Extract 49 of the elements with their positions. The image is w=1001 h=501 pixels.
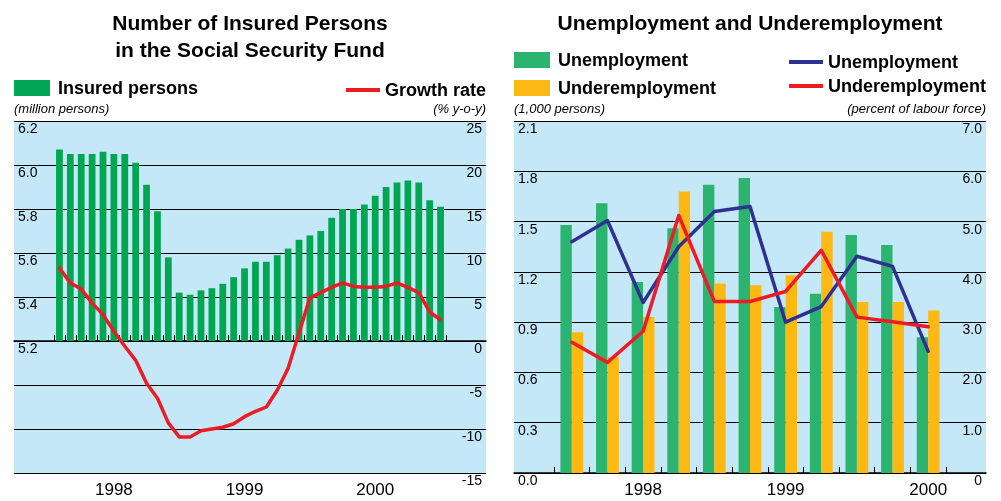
y2-tick-label: 15 [466, 208, 483, 224]
y-tick-label: 0.0 [518, 472, 538, 488]
y2-tick-label: 3.0 [962, 321, 983, 338]
x-tick-label: 1999 [225, 480, 264, 499]
y2-tick-label: 10 [466, 252, 483, 268]
y2-tick-label: 0 [974, 472, 983, 488]
y-tick-label: 6.2 [18, 120, 38, 136]
y-tick-label: 6.0 [18, 164, 38, 180]
y-tick-label: 5.6 [18, 252, 38, 268]
y2-tick-label: -15 [461, 472, 483, 488]
legend-label: Underemployment [558, 78, 717, 98]
y-tick-label: 2.1 [518, 120, 538, 136]
chart-title: Number of Insured Persons in the Social Security Fund [112, 11, 388, 61]
y2-tick-label: 2.0 [962, 371, 983, 388]
y-tick-label: 5.2 [18, 340, 38, 356]
y-axis-title: (million persons) [14, 101, 110, 116]
x-tick-label: 1998 [624, 480, 662, 499]
y-tick-label: 1.2 [518, 270, 538, 287]
x-tick-label: 1999 [766, 480, 805, 499]
y-tick-label: 5.8 [18, 208, 38, 224]
y2-axis-title: (percent of labour force) [847, 101, 986, 116]
x-tick-label: 2000 [356, 480, 395, 499]
y2-tick-label: -5 [469, 384, 483, 400]
y-tick-label: 0.6 [518, 371, 538, 388]
chart-title: Unemployment and Underemployment [557, 11, 943, 34]
y2-tick-label: 5 [474, 296, 483, 312]
y-tick-label: 1.8 [518, 170, 538, 187]
y2-tick-label: -10 [461, 428, 483, 444]
y-tick-label: 5.4 [18, 296, 38, 312]
legend-label: Unemployment [827, 52, 958, 72]
y-tick-label: 0.3 [518, 421, 538, 438]
y2-tick-label: 20 [466, 164, 483, 180]
y-tick-label: 0.9 [518, 321, 538, 338]
y2-tick-label: 1.0 [962, 421, 983, 438]
y2-tick-label: 5.0 [962, 220, 983, 237]
legend-label: Underemployment [827, 76, 987, 96]
y-axis-title: (1,000 persons) [514, 101, 606, 116]
x-tick-label: 2000 [909, 480, 948, 499]
legend-label: Insured persons [58, 78, 199, 98]
y-tick-label: 1.5 [518, 220, 538, 237]
y2-axis-title: (% y-o-y) [433, 101, 486, 116]
y2-tick-label: 4.0 [962, 270, 983, 287]
legend-label: Unemployment [558, 50, 689, 70]
y2-tick-label: 6.0 [962, 170, 983, 187]
legend-label: Growth rate [384, 80, 486, 100]
y2-tick-label: 0 [474, 340, 483, 356]
x-tick-label: 1998 [94, 480, 133, 499]
y2-tick-label: 25 [466, 120, 483, 136]
y2-tick-label: 7.0 [962, 120, 983, 136]
